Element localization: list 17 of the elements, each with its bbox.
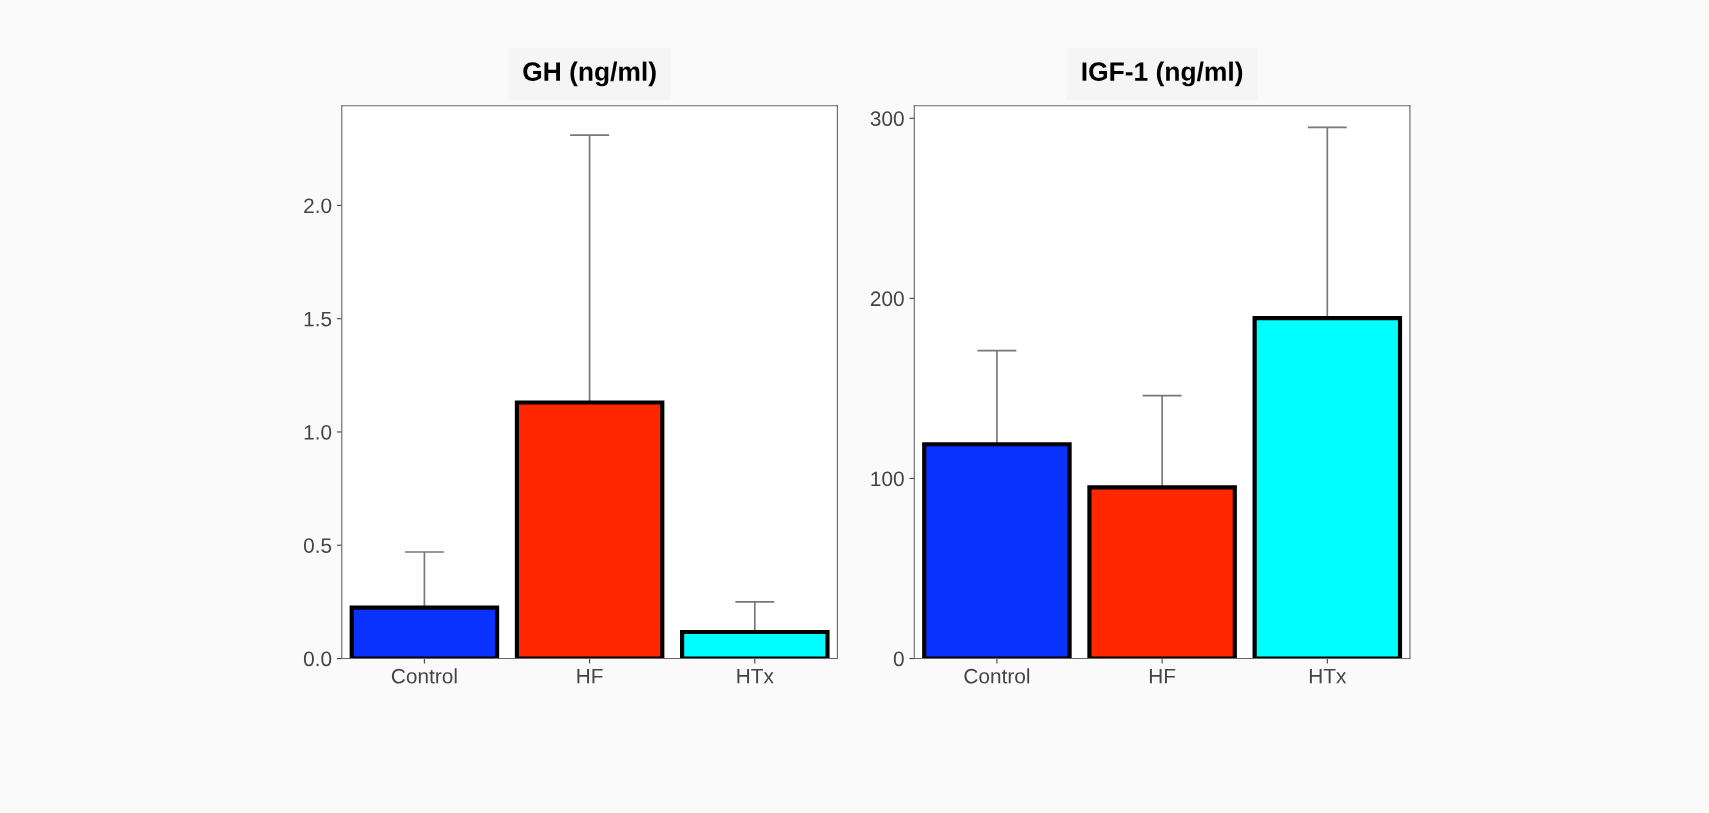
x-tick-label: HTx [1309,669,1347,684]
y-tick-label: 1.0 [304,424,332,440]
y-tick-label: 300 [870,111,904,127]
y-tick-label: 100 [871,471,904,487]
y-tick-label: 0 [893,651,904,667]
y-tick-label: 0.5 [303,538,332,553]
x-tick-label: Control [964,668,1030,684]
y-tick-label: 200 [870,291,904,307]
y-tick-label: 2.0 [304,198,332,214]
y-tick-label: 1.5 [304,311,332,327]
x-tick-label: HF [1149,669,1176,684]
x-tick-label: HTx [737,669,774,684]
chart-title: GH (ng/ml) [523,61,656,87]
chart-title: IGF-1 (ng/ml) [1082,61,1243,87]
x-tick-label: HF [577,669,603,684]
y-tick-label: 0.0 [303,651,332,667]
x-tick-label: Control [391,668,457,684]
